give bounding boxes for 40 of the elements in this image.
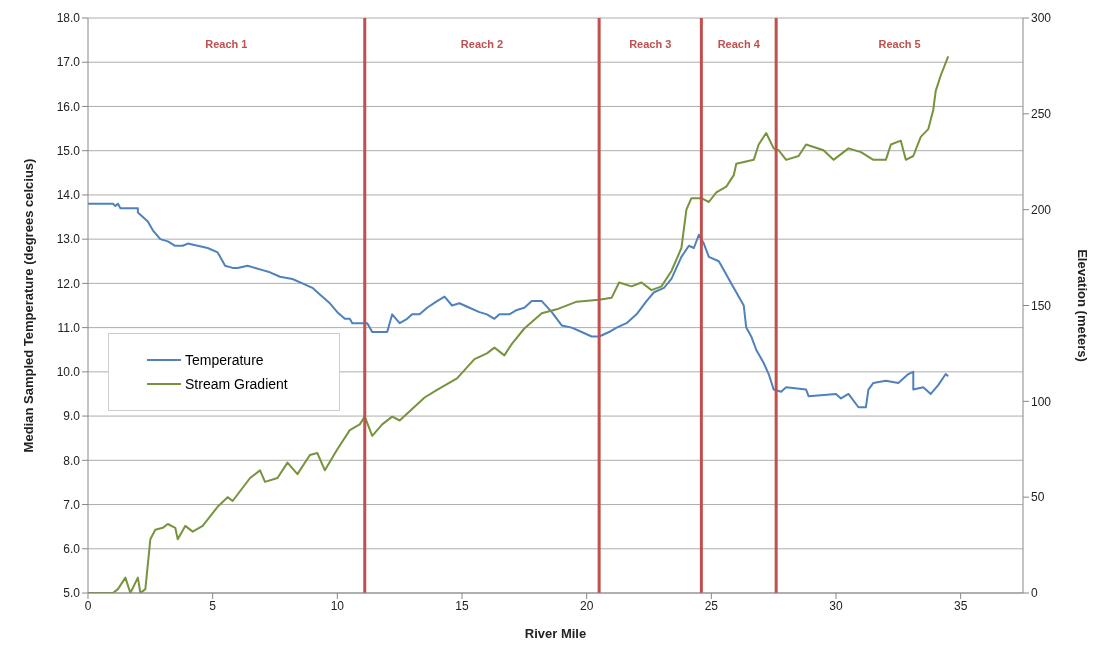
y-tick-label: 17.0	[56, 55, 81, 70]
y-tick-label: 10.0	[56, 365, 81, 380]
y-tick-label: 7.0	[63, 497, 81, 512]
x-axis-title: River Mile	[524, 626, 587, 641]
y-tick-label: 8.0	[63, 453, 81, 468]
y2-tick-label: 200	[1031, 202, 1052, 217]
y2-tick-label: 150	[1031, 298, 1052, 313]
x-tick-label: 15	[455, 598, 469, 613]
x-tick-label: 5	[209, 598, 217, 613]
x-tick-label: 10	[330, 598, 345, 613]
y-tick-label: 15.0	[56, 143, 81, 158]
x-tick-label: 20	[579, 598, 594, 613]
annotation: Reach 1	[205, 37, 248, 50]
y-tick-label: 9.0	[63, 409, 81, 424]
x-tick-label: 25	[704, 598, 719, 613]
y-tick-label: 14.0	[56, 188, 81, 203]
annotation: Reach 2	[460, 37, 504, 50]
y-axis-title: Median Sampled Temperature (degrees celcius)	[20, 158, 36, 453]
y2-tick-label: 300	[1031, 11, 1052, 26]
annotation: Reach 4	[717, 37, 761, 50]
annotation: Reach 3	[629, 37, 672, 50]
annotation: Reach 5	[878, 37, 921, 50]
x-tick-label: 35	[953, 598, 968, 613]
y-tick-label: 13.0	[56, 232, 81, 247]
y-tick-label: 11.0	[57, 320, 81, 335]
y-tick-label: 16.0	[56, 99, 81, 114]
line-series	[88, 202, 950, 409]
y2-axis-title: Elevation (meters)	[1075, 249, 1091, 362]
legend-label: Temperature	[185, 352, 264, 368]
x-tick-label: 30	[829, 598, 843, 613]
y2-tick-label: 100	[1031, 394, 1052, 409]
y-tick-label: 18.0	[56, 11, 81, 26]
x-tick-label: 0	[84, 598, 92, 613]
y2-tick-label: 0	[1031, 586, 1038, 601]
y-tick-label: 5.0	[63, 586, 81, 601]
legend-label: Stream Gradient	[185, 376, 288, 392]
y2-tick-label: 50	[1031, 490, 1045, 505]
y-tick-label: 6.0	[63, 542, 81, 557]
y2-tick-label: 250	[1031, 107, 1052, 122]
y-tick-label: 12.0	[56, 276, 81, 291]
